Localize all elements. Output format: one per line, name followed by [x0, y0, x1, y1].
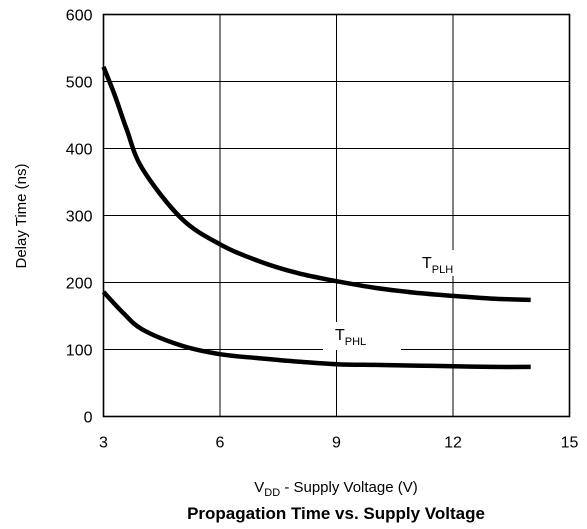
- x-axis-label: VDD - Supply Voltage (V): [254, 479, 417, 499]
- x-axis-label-rest: - Supply Voltage (V): [280, 479, 418, 496]
- series-label-plh-main: T: [422, 255, 432, 272]
- grid-lines: [103, 14, 570, 417]
- series-labels: TPLH TPHL: [323, 250, 470, 350]
- y-tick-label: 0: [84, 410, 93, 427]
- plot-frame: [102, 13, 571, 418]
- series-label-bg-plh: [418, 250, 470, 276]
- series-label-phl-sub: PHL: [345, 336, 366, 348]
- x-tick-label: 15: [561, 435, 579, 452]
- series-label-plh-sub: PLH: [432, 264, 453, 276]
- x-axis-label-main: V: [254, 479, 264, 496]
- y-tick-label: 500: [66, 75, 93, 92]
- y-tick-label: 200: [66, 276, 93, 293]
- chart-title: Propagation Time vs. Supply Voltage: [187, 504, 485, 523]
- curve-tphl: [101, 290, 531, 370]
- series-label-plh: TPLH: [422, 255, 453, 276]
- y-tick-label: 400: [66, 142, 93, 159]
- y-tick-label: 300: [66, 209, 93, 226]
- y-axis-label: Delay Time (ns): [13, 163, 30, 268]
- x-tick-label: 9: [332, 435, 341, 452]
- x-axis-label-sub: DD: [264, 487, 280, 499]
- series-label-phl: TPHL: [335, 327, 366, 348]
- x-tick-label: 12: [444, 435, 462, 452]
- series-label-phl-main: T: [335, 327, 345, 344]
- x-tick-label: 3: [99, 435, 108, 452]
- y-tick-label: 100: [66, 343, 93, 360]
- tick-labels: 3 6 9 12 15 0 100 200 300 400 500 600: [66, 8, 579, 452]
- data-curves: [101, 65, 531, 370]
- x-tick-label: 6: [216, 435, 225, 452]
- series-label-bg-phl: [323, 322, 401, 350]
- y-tick-label: 600: [66, 8, 93, 25]
- curve-tplh: [101, 65, 531, 303]
